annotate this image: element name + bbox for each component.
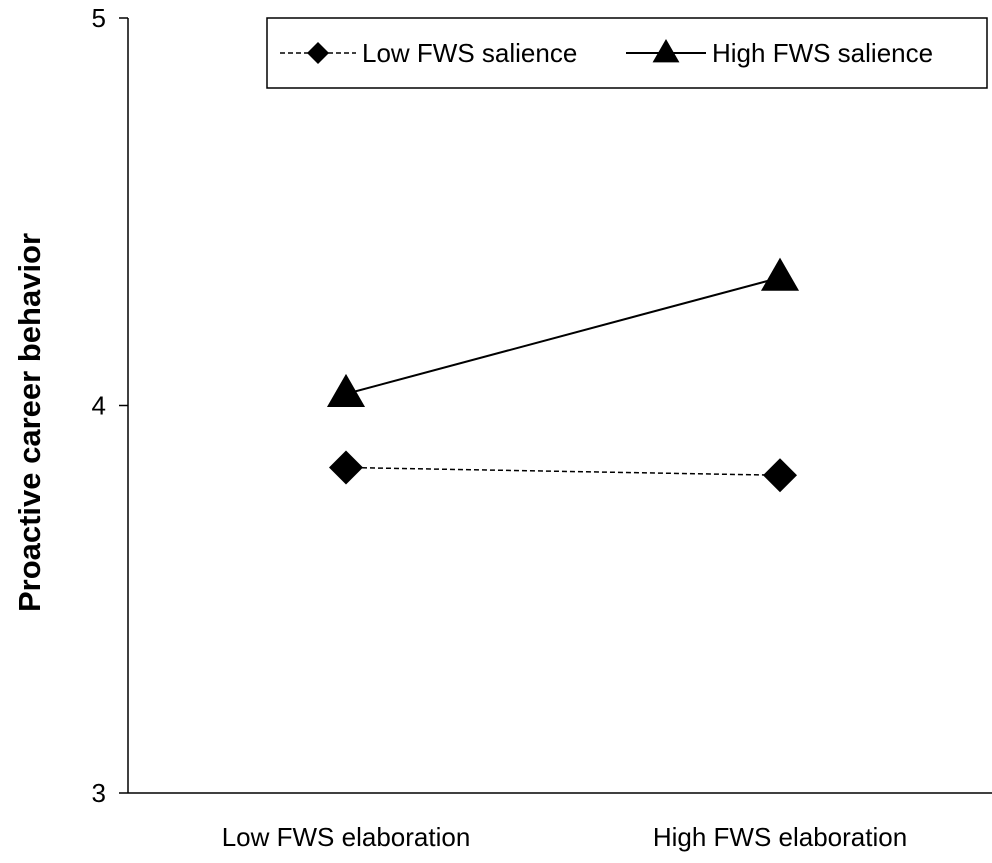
series-line-high-fws-salience [345, 276, 781, 395]
legend-label: High FWS salience [712, 38, 933, 68]
legend: Low FWS salience High FWS salience [266, 17, 988, 89]
data-point-triangle [326, 373, 366, 408]
data-point-diamond [329, 450, 363, 485]
y-axis-title: Proactive career behavior [12, 233, 47, 612]
legend-diamond-marker [307, 42, 329, 64]
x-tick-label: Low FWS elaboration [222, 822, 471, 852]
axes [127, 18, 992, 794]
series-layer [326, 257, 800, 493]
data-point-triangle [760, 257, 800, 291]
x-tick-label: High FWS elaboration [653, 822, 907, 852]
y-tick-label: 5 [92, 3, 106, 33]
data-point-diamond [763, 458, 797, 493]
x-tick-labels: Low FWS elaboration High FWS elaboration [222, 822, 907, 852]
legend-triangle-marker [652, 39, 680, 63]
y-tick-label: 3 [92, 778, 106, 808]
legend-label: Low FWS salience [362, 38, 577, 68]
y-ticks: 3 4 5 [92, 3, 128, 808]
series-line-low-fws-salience [345, 466, 781, 476]
legend-box [266, 17, 988, 89]
y-tick-label: 4 [92, 391, 106, 421]
